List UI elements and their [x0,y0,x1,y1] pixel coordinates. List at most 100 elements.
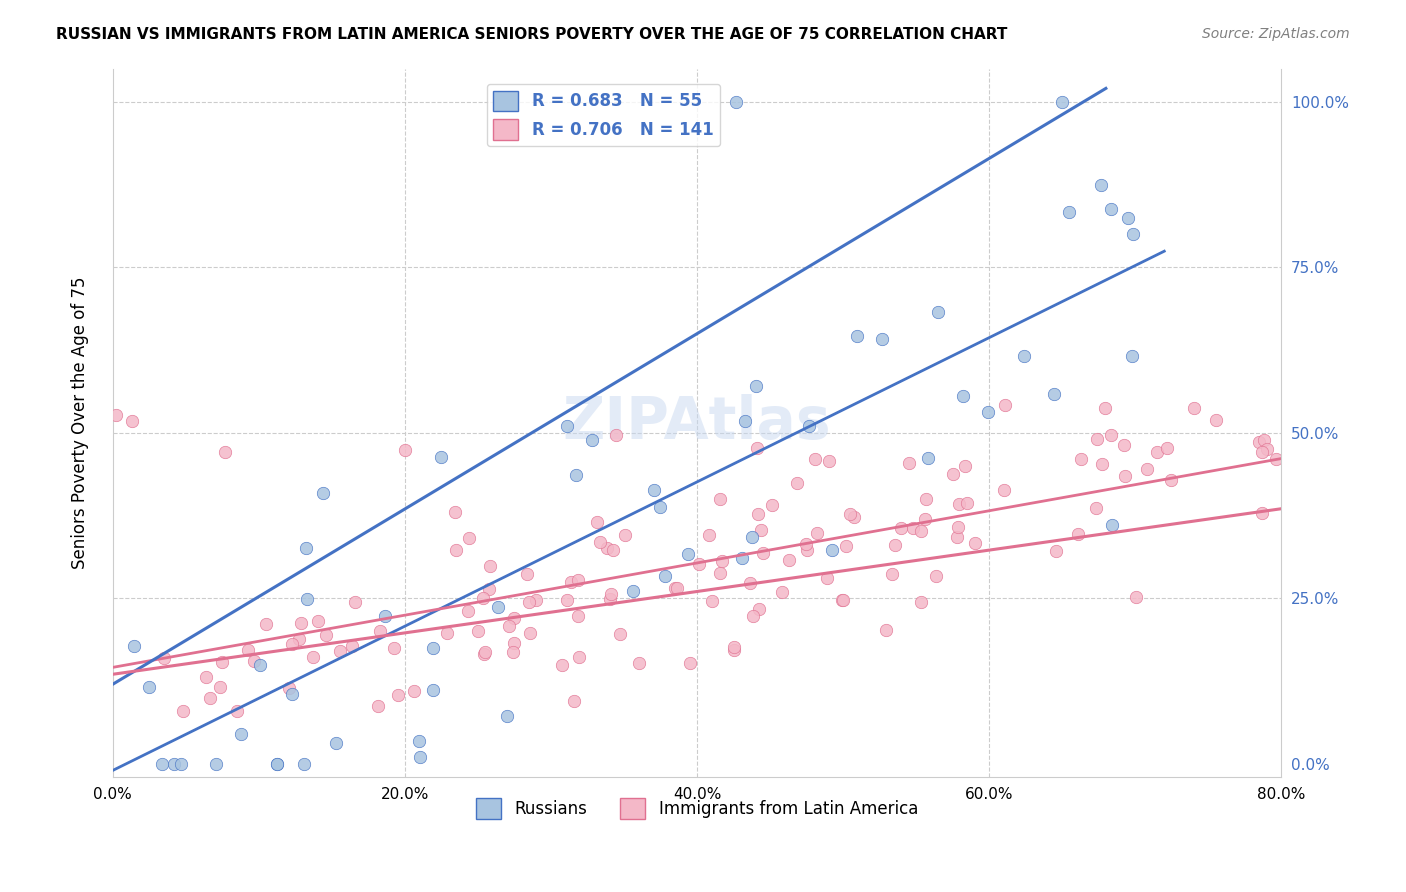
Point [910,594,932,608]
Point [1094,401,1116,416]
Point [747,507,769,521]
Point [1057,205,1080,219]
Point [152,650,174,665]
Point [709,566,731,580]
Point [329,644,352,658]
Point [198,690,221,705]
Point [382,640,405,655]
Point [422,640,444,655]
Point [648,500,671,515]
Point [486,600,509,615]
Legend: Russians, Immigrants from Latin America: Russians, Immigrants from Latin America [470,791,925,825]
Point [927,305,949,319]
Point [901,520,924,534]
Point [278,681,301,696]
Point [422,683,444,698]
Point [1121,349,1143,363]
Point [517,595,540,609]
Point [409,750,432,764]
Point [249,657,271,672]
Point [815,571,838,585]
Point [292,756,315,771]
Point [1264,451,1286,466]
Point [910,524,932,538]
Point [498,619,520,633]
Point [560,574,582,589]
Point [952,389,974,403]
Point [567,609,589,624]
Point [502,645,524,659]
Point [1114,469,1136,483]
Point [1122,227,1144,241]
Point [953,458,976,473]
Point [472,647,495,661]
Point [209,680,232,694]
Point [821,542,844,557]
Point [254,616,277,631]
Point [806,526,828,541]
Point [551,658,574,673]
Point [1250,445,1272,459]
Point [666,581,689,595]
Point [831,593,853,607]
Point [963,536,986,550]
Point [586,516,609,530]
Point [915,491,938,506]
Point [1067,526,1090,541]
Point [1116,211,1139,225]
Point [1012,349,1035,363]
Point [914,512,936,526]
Point [170,756,193,771]
Point [150,756,173,771]
Point [676,547,699,561]
Point [688,558,710,572]
Point [172,704,194,718]
Point [555,592,578,607]
Point [741,530,763,544]
Point [307,614,329,628]
Point [799,419,821,434]
Point [1182,401,1205,415]
Point [709,492,731,507]
Point [402,683,425,698]
Point [1205,413,1227,427]
Point [387,688,409,702]
Point [745,379,768,393]
Point [731,551,754,566]
Point [266,756,288,771]
Point [778,552,800,566]
Point [599,592,621,607]
Point [457,604,479,618]
Point [600,587,623,601]
Point [942,467,965,481]
Point [374,608,396,623]
Point [236,643,259,657]
Point [281,687,304,701]
Point [596,541,619,556]
Point [503,611,526,625]
Point [994,398,1017,412]
Point [163,756,186,771]
Point [643,483,665,498]
Point [956,496,979,510]
Text: Source: ZipAtlas.com: Source: ZipAtlas.com [1202,27,1350,41]
Point [225,704,247,718]
Point [519,626,541,640]
Point [761,498,783,512]
Point [280,637,302,651]
Point [654,569,676,583]
Point [290,616,312,631]
Point [1070,451,1092,466]
Point [664,582,686,596]
Point [301,650,323,665]
Point [724,95,747,109]
Point [623,584,645,599]
Point [555,418,578,433]
Point [408,733,430,747]
Point [875,624,897,638]
Point [1099,202,1122,216]
Point [839,507,862,521]
Point [104,409,127,423]
Point [567,573,589,587]
Point [794,537,817,551]
